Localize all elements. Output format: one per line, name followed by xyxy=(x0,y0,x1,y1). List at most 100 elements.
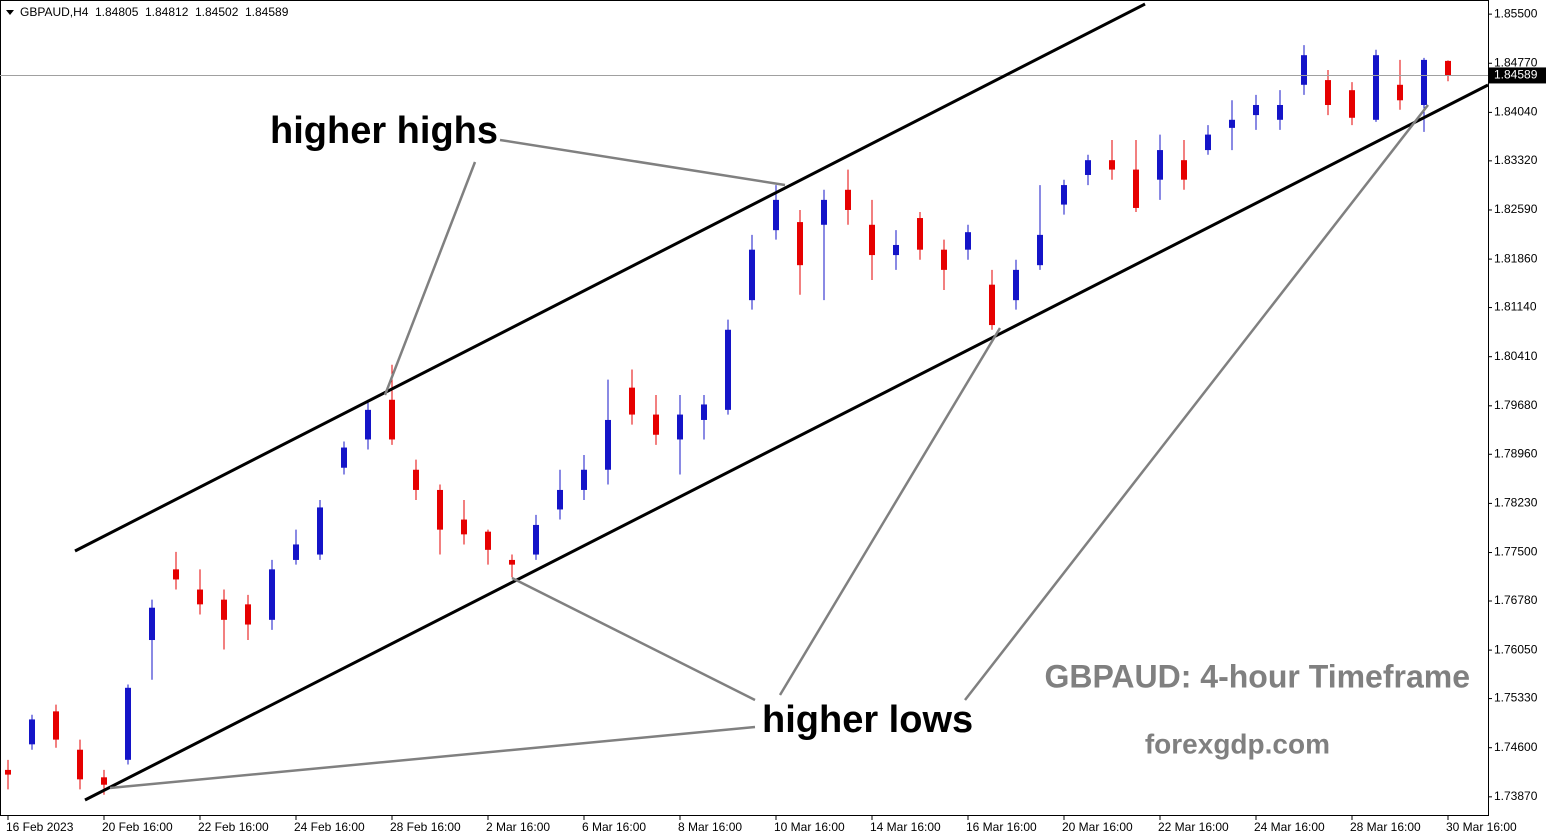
candle-body xyxy=(53,711,59,740)
y-tick-label: 1.78960 xyxy=(1494,446,1538,460)
candle-body xyxy=(173,569,179,580)
y-tick-label: 1.78230 xyxy=(1494,496,1538,510)
candle-body xyxy=(1397,84,1403,101)
candle-body xyxy=(605,419,611,470)
pointer-line xyxy=(511,576,756,702)
candle-body xyxy=(1277,104,1283,120)
current-price-label: 1.84589 xyxy=(1494,68,1538,82)
candle-body xyxy=(413,469,419,490)
candle-body xyxy=(749,249,755,301)
y-tick-label: 1.74600 xyxy=(1494,740,1538,754)
x-tick-label: 2 Mar 16:00 xyxy=(486,820,550,834)
candle-body xyxy=(1109,160,1115,170)
candle-body xyxy=(1157,150,1163,180)
candle-body xyxy=(485,531,491,550)
candle-body xyxy=(1037,234,1043,266)
candle-body xyxy=(437,489,443,530)
candle-body xyxy=(245,604,251,625)
candle-body xyxy=(821,199,827,225)
candle-body xyxy=(581,469,587,490)
y-tick-label: 1.76780 xyxy=(1494,593,1538,607)
y-tick-label: 1.75330 xyxy=(1494,691,1538,705)
x-tick-label: 30 Mar 16:00 xyxy=(1446,820,1517,834)
candle-body xyxy=(125,687,131,760)
candle-body xyxy=(1229,119,1235,128)
annotation: higher lows xyxy=(762,699,973,741)
candle-body xyxy=(1421,59,1427,105)
pointer-line xyxy=(778,327,1002,696)
y-tick-label: 1.85500 xyxy=(1494,6,1538,20)
candle-body xyxy=(1301,55,1307,85)
pointer-line xyxy=(383,161,477,396)
candle-body xyxy=(149,607,155,641)
pointer-line xyxy=(499,138,786,187)
candle-body xyxy=(1061,185,1067,205)
candle-body xyxy=(101,777,107,785)
candle-body xyxy=(629,387,635,415)
pointer-line xyxy=(109,725,756,790)
candle-body xyxy=(533,524,539,555)
upper-channel-line xyxy=(74,2,1146,553)
annotation: higher highs xyxy=(270,110,498,152)
candle-body xyxy=(1325,80,1331,105)
x-tick-label: 14 Mar 16:00 xyxy=(870,820,941,834)
pointer-line xyxy=(964,104,1429,701)
candle-body xyxy=(1085,160,1091,175)
header-close: 1.84589 xyxy=(245,5,289,19)
x-tick-label: 22 Feb 16:00 xyxy=(198,820,269,834)
plot-frame xyxy=(0,0,1489,816)
candle-body xyxy=(1445,60,1451,76)
y-tick-label: 1.83320 xyxy=(1494,153,1538,167)
candle-body xyxy=(317,507,323,555)
y-tick-label: 1.76050 xyxy=(1494,642,1538,656)
y-tick-label: 1.81860 xyxy=(1494,251,1538,265)
x-tick-label: 20 Feb 16:00 xyxy=(102,820,173,834)
candle-body xyxy=(1181,160,1187,180)
candle-body xyxy=(509,559,515,565)
candle-body xyxy=(845,189,851,210)
current-price-box xyxy=(1488,67,1546,84)
x-tick-label: 28 Mar 16:00 xyxy=(1350,820,1421,834)
candle-body xyxy=(365,409,371,440)
y-tick-label: 1.77500 xyxy=(1494,545,1538,559)
candle-body xyxy=(557,489,563,510)
candle-body xyxy=(389,399,395,440)
x-tick-label: 16 Feb 2023 xyxy=(6,820,74,834)
candle-body xyxy=(701,404,707,420)
candle-body xyxy=(1205,134,1211,151)
symbol: GBPAUD,H4 xyxy=(20,5,89,19)
candle-body xyxy=(725,329,731,410)
y-tick-label: 1.80410 xyxy=(1494,349,1538,363)
candle-body xyxy=(677,414,683,440)
header-arrow xyxy=(6,10,14,15)
candle-body xyxy=(269,569,275,620)
x-tick-label: 8 Mar 16:00 xyxy=(678,820,742,834)
lower-channel-line xyxy=(84,83,1489,802)
annotation: GBPAUD: 4-hour Timeframe xyxy=(1044,658,1470,694)
header-high: 1.84812 xyxy=(145,5,189,19)
candle-body xyxy=(293,544,299,560)
x-tick-label: 22 Mar 16:00 xyxy=(1158,820,1229,834)
candle-body xyxy=(341,447,347,468)
candle-body xyxy=(773,199,779,231)
x-tick-label: 24 Feb 16:00 xyxy=(294,820,365,834)
y-tick-label: 1.73870 xyxy=(1494,789,1538,803)
y-tick-label: 1.84040 xyxy=(1494,105,1538,119)
candle-body xyxy=(989,284,995,326)
annotation: forexgdp.com xyxy=(1145,728,1330,759)
candle-body xyxy=(29,719,35,745)
y-tick-label: 1.82590 xyxy=(1494,202,1538,216)
x-tick-label: 24 Mar 16:00 xyxy=(1254,820,1325,834)
candle-body xyxy=(461,519,467,535)
candle-body xyxy=(1253,104,1259,116)
x-tick-label: 16 Mar 16:00 xyxy=(966,820,1037,834)
y-tick-label: 1.81140 xyxy=(1494,300,1537,314)
x-tick-label: 28 Feb 16:00 xyxy=(390,820,461,834)
candle-body xyxy=(653,414,659,435)
candle-body xyxy=(1349,90,1355,118)
y-tick-label: 1.79680 xyxy=(1494,398,1538,412)
candle-body xyxy=(965,232,971,250)
